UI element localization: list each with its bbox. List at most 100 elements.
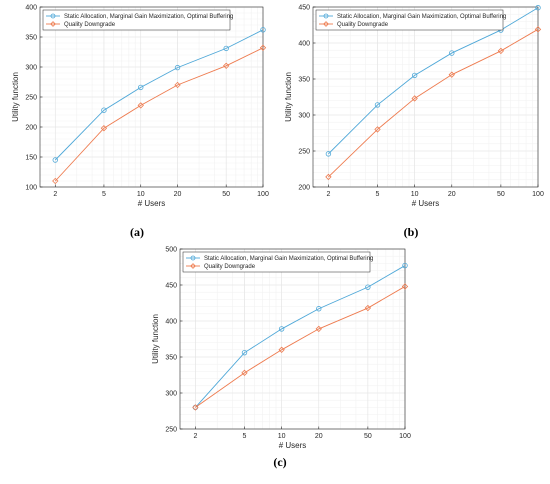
legend-marker-diamond bbox=[50, 21, 56, 27]
data-point-diamond bbox=[401, 283, 409, 290]
x-tick-label: 20 bbox=[174, 191, 182, 198]
x-axis-label: # Users bbox=[279, 441, 307, 450]
x-axis-label: # Users bbox=[138, 199, 166, 208]
legend-box bbox=[42, 9, 231, 31]
legend-label: Static Allocation, Marginal Gain Maximiz… bbox=[204, 256, 373, 262]
x-tick-label: 10 bbox=[137, 191, 145, 198]
x-tick-label: 50 bbox=[364, 433, 372, 440]
x-tick-label: 5 bbox=[376, 191, 380, 198]
y-tick-label: 300 bbox=[25, 65, 37, 72]
y-tick-label: 200 bbox=[25, 125, 37, 132]
chart-c: 2 5 10 20 50 100 250 300 350 400 450 500 # Users Util… bbox=[151, 247, 411, 470]
y-tick-label: 450 bbox=[165, 283, 177, 290]
data-point-circle bbox=[174, 64, 181, 71]
data-point-circle bbox=[260, 27, 266, 33]
x-tick-label: 5 bbox=[243, 433, 247, 440]
legend-label: Quality Downgrade bbox=[64, 22, 116, 28]
legend: Static Allocation, Marginal Gain Maximiz… bbox=[182, 251, 373, 273]
x-tick-label: 100 bbox=[532, 191, 544, 198]
data-point-diamond bbox=[223, 62, 230, 69]
y-tick-label: 250 bbox=[165, 427, 177, 434]
data-point-diamond bbox=[137, 102, 144, 109]
legend-marker-circle bbox=[50, 13, 56, 19]
plot-area bbox=[180, 249, 405, 429]
data-point-circle bbox=[535, 5, 541, 11]
data-point-diamond bbox=[315, 325, 322, 333]
x-tick-label: 2 bbox=[326, 191, 330, 198]
y-axis-label: Utility function bbox=[11, 72, 20, 122]
data-point-circle bbox=[325, 151, 332, 157]
data-point-diamond bbox=[448, 71, 455, 78]
data-point-circle bbox=[138, 84, 144, 91]
data-point-diamond bbox=[100, 125, 108, 132]
axes-frame bbox=[179, 248, 406, 430]
data-point-circle bbox=[241, 349, 248, 356]
legend-marker-diamond bbox=[190, 263, 196, 269]
y-tick-label: 200 bbox=[298, 185, 310, 192]
axes-frame bbox=[312, 6, 539, 188]
y-axis-label: Utility function bbox=[151, 314, 160, 364]
data-point-circle bbox=[278, 326, 285, 332]
series-quality-downgrade bbox=[325, 26, 542, 181]
y-tick-label: 300 bbox=[165, 391, 177, 398]
data-point-circle bbox=[411, 72, 418, 79]
data-point-circle bbox=[101, 107, 107, 113]
x-tick-label: 100 bbox=[399, 433, 411, 440]
legend-marker-diamond bbox=[323, 21, 329, 27]
legend-marker-circle bbox=[190, 255, 196, 261]
y-tick-label: 100 bbox=[25, 185, 37, 192]
data-point-diamond bbox=[278, 346, 285, 353]
y-tick-label: 400 bbox=[25, 5, 37, 12]
y-tick-label: 350 bbox=[25, 35, 37, 42]
data-point-circle bbox=[52, 157, 58, 163]
y-tick-label: 300 bbox=[298, 113, 310, 120]
series-line bbox=[195, 286, 406, 408]
plot-area bbox=[313, 7, 538, 187]
legend-box bbox=[182, 251, 371, 273]
data-point-diamond bbox=[534, 26, 542, 33]
x-tick-label: 2 bbox=[53, 191, 57, 198]
x-tick-label: 5 bbox=[102, 191, 106, 198]
panel-label: (b) bbox=[404, 225, 419, 239]
series-quality-downgrade bbox=[192, 283, 409, 411]
legend-label: Quality Downgrade bbox=[337, 22, 389, 28]
series-line bbox=[54, 47, 264, 182]
x-tick-label: 20 bbox=[448, 191, 456, 198]
chart-a: 2 5 10 20 50 100 100 150 200 250 300 350 400 # Users U… bbox=[11, 5, 269, 240]
data-point-diamond bbox=[52, 177, 59, 185]
data-point-diamond bbox=[241, 369, 248, 377]
x-tick-label: 10 bbox=[411, 191, 419, 198]
x-tick-label: 100 bbox=[257, 191, 269, 198]
y-tick-label: 250 bbox=[298, 149, 310, 156]
y-tick-label: 400 bbox=[165, 319, 177, 326]
data-point-circle bbox=[374, 102, 381, 108]
y-tick-label: 350 bbox=[298, 77, 310, 84]
x-tick-label: 10 bbox=[278, 433, 286, 440]
x-tick-label: 20 bbox=[315, 433, 323, 440]
data-point-diamond bbox=[325, 173, 332, 181]
x-axis-label: # Users bbox=[412, 199, 440, 208]
legend: Static Allocation, Marginal Gain Maximiz… bbox=[42, 9, 233, 31]
x-tick-label: 50 bbox=[497, 191, 505, 198]
chart-b: 2 5 10 20 50 100 200 250 300 350 400 450 # Users Util… bbox=[284, 5, 544, 240]
y-tick-label: 350 bbox=[165, 355, 177, 362]
series-line bbox=[328, 28, 539, 178]
y-tick-label: 500 bbox=[165, 247, 177, 254]
data-point-diamond bbox=[497, 47, 505, 55]
data-point-circle bbox=[316, 306, 322, 312]
data-point-diamond bbox=[259, 44, 267, 51]
data-point-circle bbox=[365, 284, 371, 290]
series-static-allocation bbox=[52, 27, 266, 163]
data-point-diamond bbox=[192, 404, 199, 411]
y-tick-label: 450 bbox=[298, 5, 310, 12]
data-point-diamond bbox=[374, 126, 381, 133]
panel-label: (a) bbox=[130, 225, 144, 239]
data-point-circle bbox=[223, 45, 229, 52]
series-line bbox=[54, 29, 264, 161]
legend-label: Static Allocation, Marginal Gain Maximiz… bbox=[64, 14, 233, 20]
x-tick-label: 50 bbox=[222, 191, 230, 198]
data-point-diamond bbox=[174, 81, 181, 89]
legend-label: Static Allocation, Marginal Gain Maximiz… bbox=[337, 14, 506, 20]
y-axis-label: Utility function bbox=[284, 72, 293, 122]
